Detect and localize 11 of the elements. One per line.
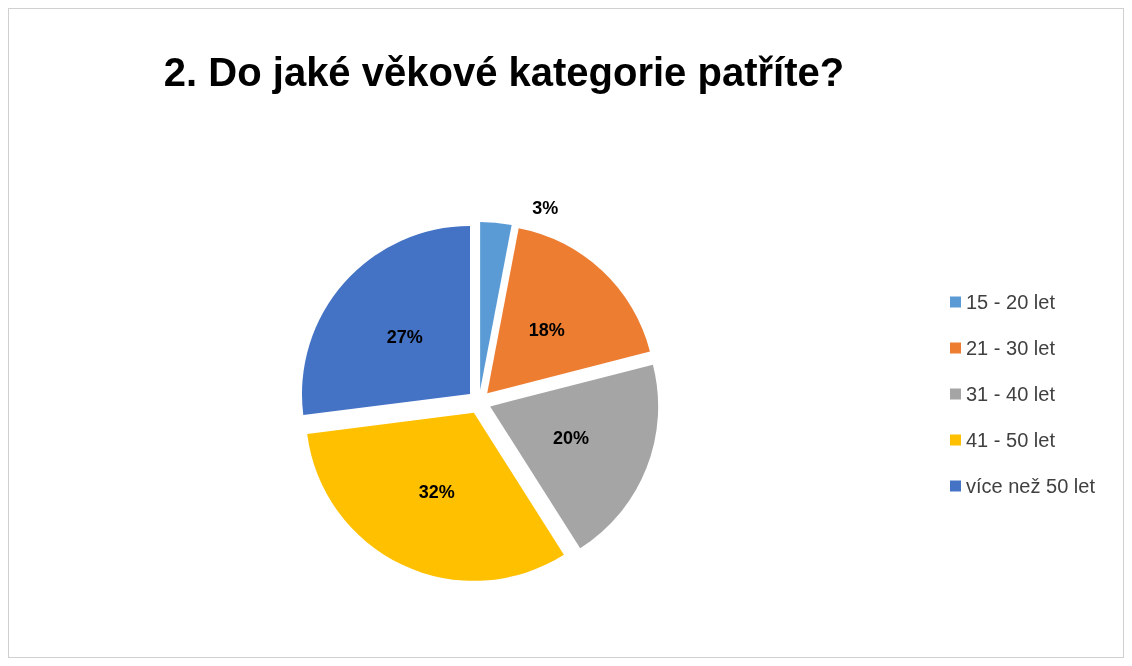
data-label: 32% (418, 481, 455, 502)
data-label: 20% (553, 428, 590, 449)
legend-label: 15 - 20 let (966, 291, 1056, 313)
chart-title: 2. Do jaké věkové kategorie patříte? (163, 50, 845, 94)
data-label: 27% (386, 326, 423, 347)
legend-label: 21 - 30 let (966, 337, 1056, 359)
legend-label: 41 - 50 let (966, 429, 1056, 451)
data-label: 18% (528, 319, 565, 340)
legend-label: 31 - 40 let (966, 383, 1056, 405)
legend-label: více než 50 let (966, 475, 1096, 497)
data-label: 3% (532, 197, 559, 218)
